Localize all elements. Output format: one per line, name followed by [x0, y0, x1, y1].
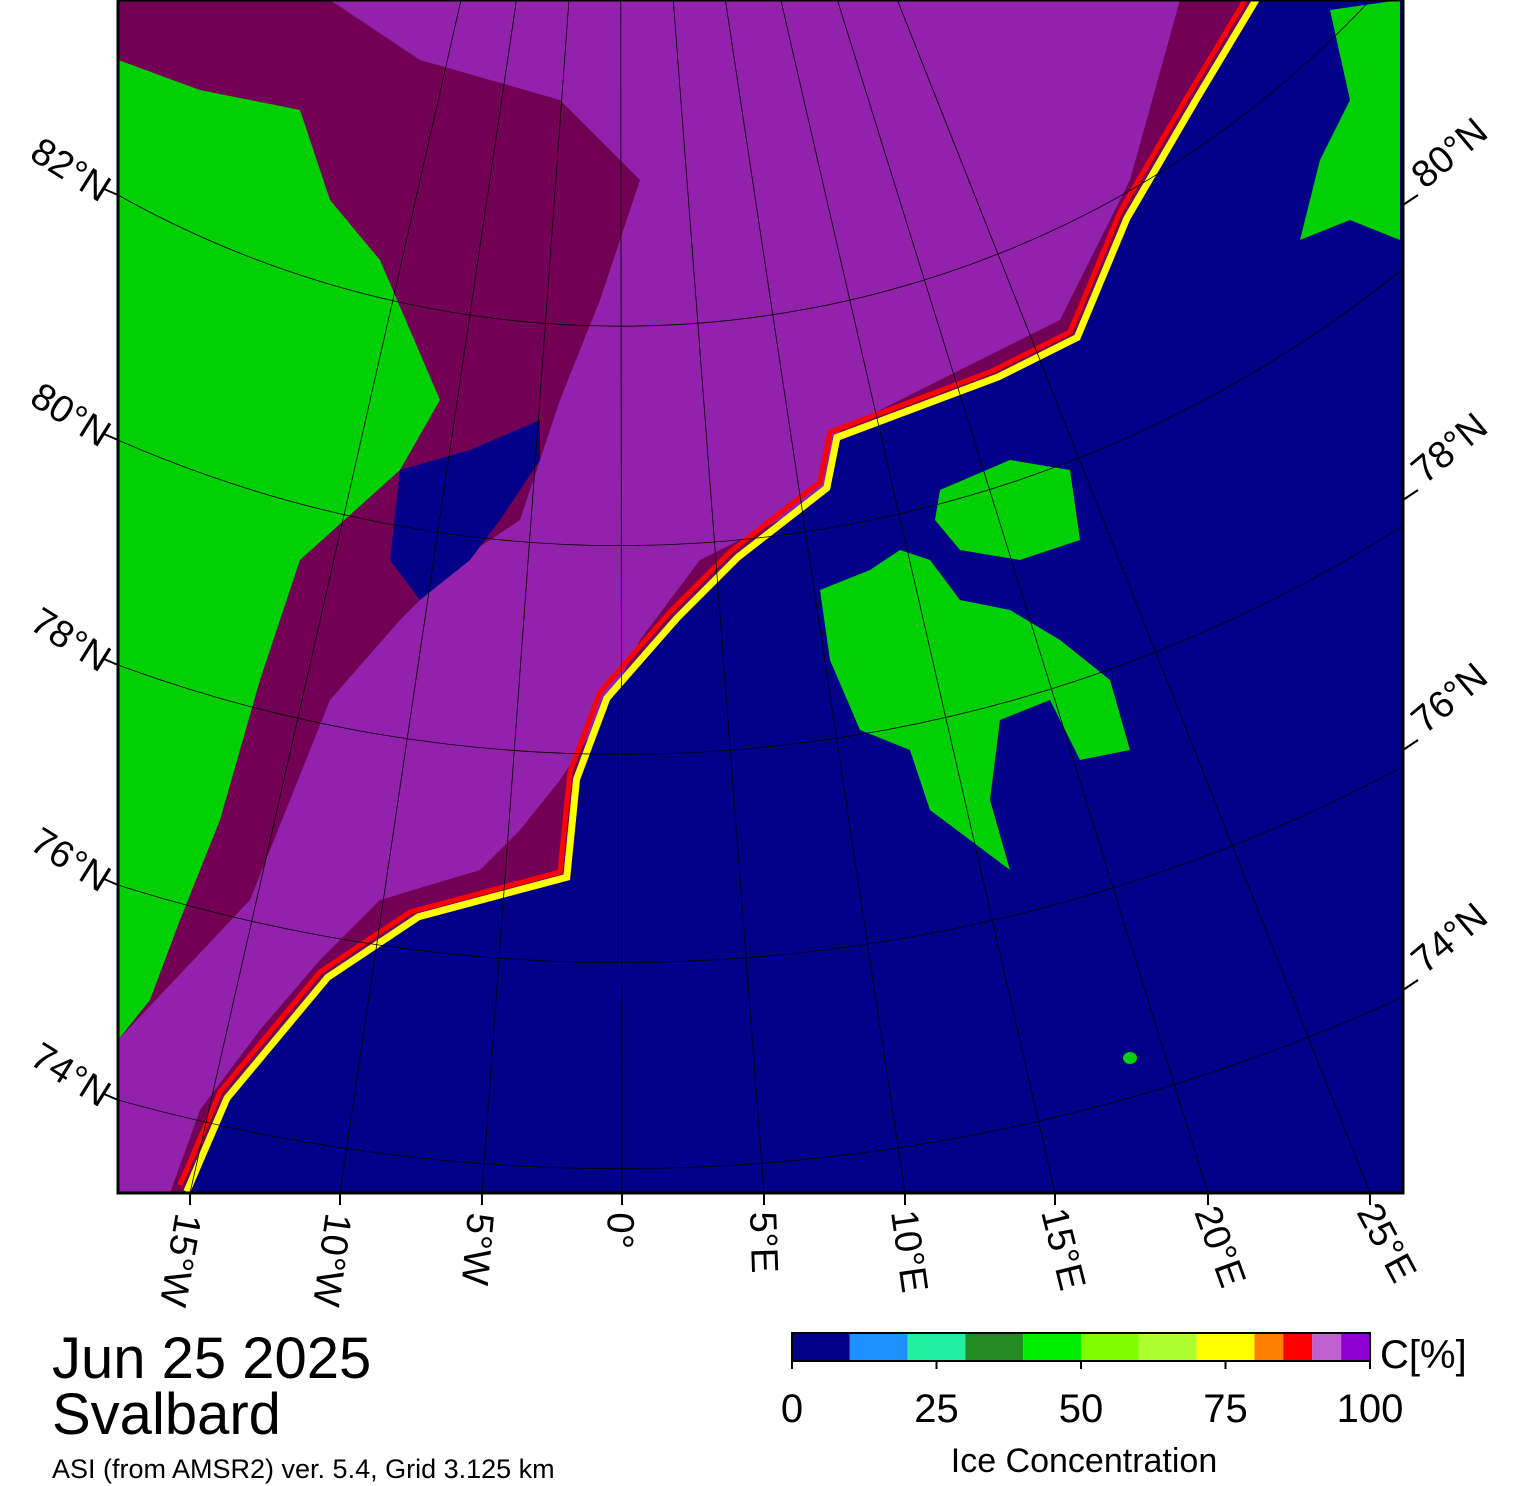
- colorbar-segment: [792, 1333, 850, 1361]
- colorbar-segment: [1138, 1333, 1197, 1361]
- latitude-label: 80°N: [23, 375, 117, 456]
- colorbar-unit: C[%]: [1380, 1333, 1467, 1377]
- latitude-label: 74°N: [1404, 895, 1496, 982]
- parallel: [118, 267, 1403, 546]
- longitude-label: 5°E: [741, 1211, 785, 1274]
- latitude-label: 76°N: [23, 820, 117, 901]
- colorbar-label: Ice Concentration: [951, 1442, 1218, 1480]
- meridian: [780, 0, 1056, 1193]
- nordaustlandet: [935, 460, 1080, 560]
- parallel: [118, 0, 1371, 327]
- meridian: [620, 0, 623, 1193]
- colorbar-tick-label: 0: [781, 1387, 803, 1431]
- longitude-label: 10°W: [304, 1211, 359, 1309]
- longitude-label: 20°E: [1186, 1201, 1254, 1293]
- meridian: [896, 0, 1371, 1193]
- latitude-tick: [103, 1093, 119, 1101]
- latitude-tick: [1402, 489, 1419, 501]
- meridian: [837, 0, 1209, 1193]
- meridian: [672, 0, 765, 1193]
- map-frame: [116, 0, 1405, 1195]
- colorbar-tick-label: 75: [1203, 1387, 1248, 1431]
- meridian: [481, 0, 570, 1193]
- colorbar-segment: [1312, 1333, 1342, 1361]
- latitude-tick: [1402, 739, 1419, 751]
- colorbar-segment: [1081, 1333, 1139, 1361]
- longitude-label: 0°: [598, 1212, 641, 1250]
- latitude-label: 78°N: [23, 600, 117, 681]
- latitude-tick: [1402, 194, 1419, 206]
- colorbar-segment: [1283, 1333, 1313, 1361]
- latitude-label: 82°N: [23, 130, 117, 211]
- longitude-label: 5°W: [453, 1211, 501, 1287]
- source: ASI (from AMSR2) ver. 5.4, Grid 3.125 km: [52, 1454, 555, 1484]
- latitude-tick: [103, 433, 119, 441]
- latitude-label: 74°N: [23, 1035, 117, 1116]
- colorbar-segment: [1341, 1333, 1370, 1361]
- greenland: [118, 60, 440, 1040]
- partial-ice: [118, 0, 1180, 1193]
- colorbar-tick-label: 50: [1059, 1387, 1104, 1431]
- latitude-label: 78°N: [1404, 405, 1496, 492]
- region: Svalbard: [52, 1382, 281, 1447]
- colorbar-tick-label: 25: [914, 1387, 959, 1431]
- meridian: [189, 0, 462, 1193]
- latitude-tick: [1402, 979, 1419, 991]
- colorbar-tick-label: 100: [1337, 1387, 1404, 1431]
- ice-edge-inner: [177, 0, 1249, 1186]
- longitude-label: 10°E: [882, 1207, 935, 1295]
- bear-island: [1123, 1052, 1137, 1064]
- colorbar-segment: [965, 1333, 1024, 1361]
- latitude-tick: [103, 658, 119, 666]
- longitude-label: 15°W: [151, 1210, 209, 1309]
- open-water: [190, 0, 1403, 1193]
- latitude-label: 80°N: [1404, 110, 1496, 197]
- polynya: [390, 420, 540, 600]
- spitsbergen: [820, 550, 1130, 870]
- meridian: [724, 0, 906, 1193]
- colorbar-segment: [907, 1333, 966, 1361]
- latitude-tick: [103, 878, 119, 886]
- meridian: [339, 0, 517, 1193]
- latitude-label: 76°N: [1404, 655, 1496, 742]
- colorbar-segment: [849, 1333, 908, 1361]
- date: Jun 25 2025: [52, 1326, 371, 1391]
- franz-josef-land: [1300, 0, 1400, 240]
- latitude-tick: [103, 188, 119, 196]
- graticule: [118, 0, 1403, 1193]
- colorbar-segment: [1023, 1333, 1081, 1361]
- colorbar-segment: [1196, 1333, 1255, 1361]
- colorbar-segment: [1254, 1333, 1284, 1361]
- map-area: [118, 0, 1403, 1193]
- longitude-label: 15°E: [1032, 1204, 1093, 1295]
- longitude-label: 25°E: [1348, 1197, 1424, 1290]
